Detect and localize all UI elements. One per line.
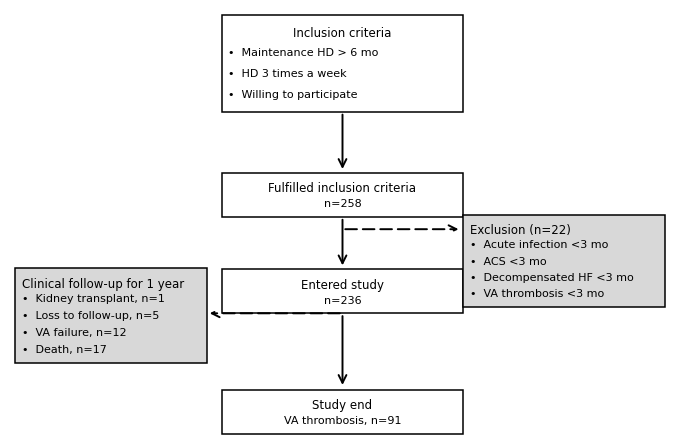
Text: •  HD 3 times a week: • HD 3 times a week [228,69,347,79]
FancyBboxPatch shape [463,215,664,307]
Text: Exclusion (n=22): Exclusion (n=22) [470,224,571,237]
FancyBboxPatch shape [15,268,207,363]
Text: Clinical follow-up for 1 year: Clinical follow-up for 1 year [22,278,184,291]
Text: VA thrombosis, n=91: VA thrombosis, n=91 [284,416,401,426]
Text: •  Maintenance HD > 6 mo: • Maintenance HD > 6 mo [228,48,379,58]
Text: n=258: n=258 [323,199,362,209]
Text: •  Willing to participate: • Willing to participate [228,90,358,100]
FancyBboxPatch shape [222,270,463,313]
Text: •  Death, n=17: • Death, n=17 [22,345,107,355]
FancyBboxPatch shape [222,16,463,112]
Text: Inclusion criteria: Inclusion criteria [293,27,392,40]
Text: Fulfilled inclusion criteria: Fulfilled inclusion criteria [269,182,416,195]
FancyBboxPatch shape [222,173,463,217]
Text: •  ACS <3 mo: • ACS <3 mo [470,257,547,266]
Text: •  Kidney transplant, n=1: • Kidney transplant, n=1 [22,295,165,304]
Text: n=236: n=236 [324,295,361,306]
Text: •  Decompensated HF <3 mo: • Decompensated HF <3 mo [470,273,634,283]
Text: Study end: Study end [312,399,373,412]
Text: •  VA thrombosis <3 mo: • VA thrombosis <3 mo [470,290,604,299]
Text: Entered study: Entered study [301,279,384,292]
Text: •  Loss to follow-up, n=5: • Loss to follow-up, n=5 [22,311,160,321]
FancyBboxPatch shape [222,390,463,434]
Text: •  Acute infection <3 mo: • Acute infection <3 mo [470,240,608,250]
Text: •  VA failure, n=12: • VA failure, n=12 [22,328,127,338]
